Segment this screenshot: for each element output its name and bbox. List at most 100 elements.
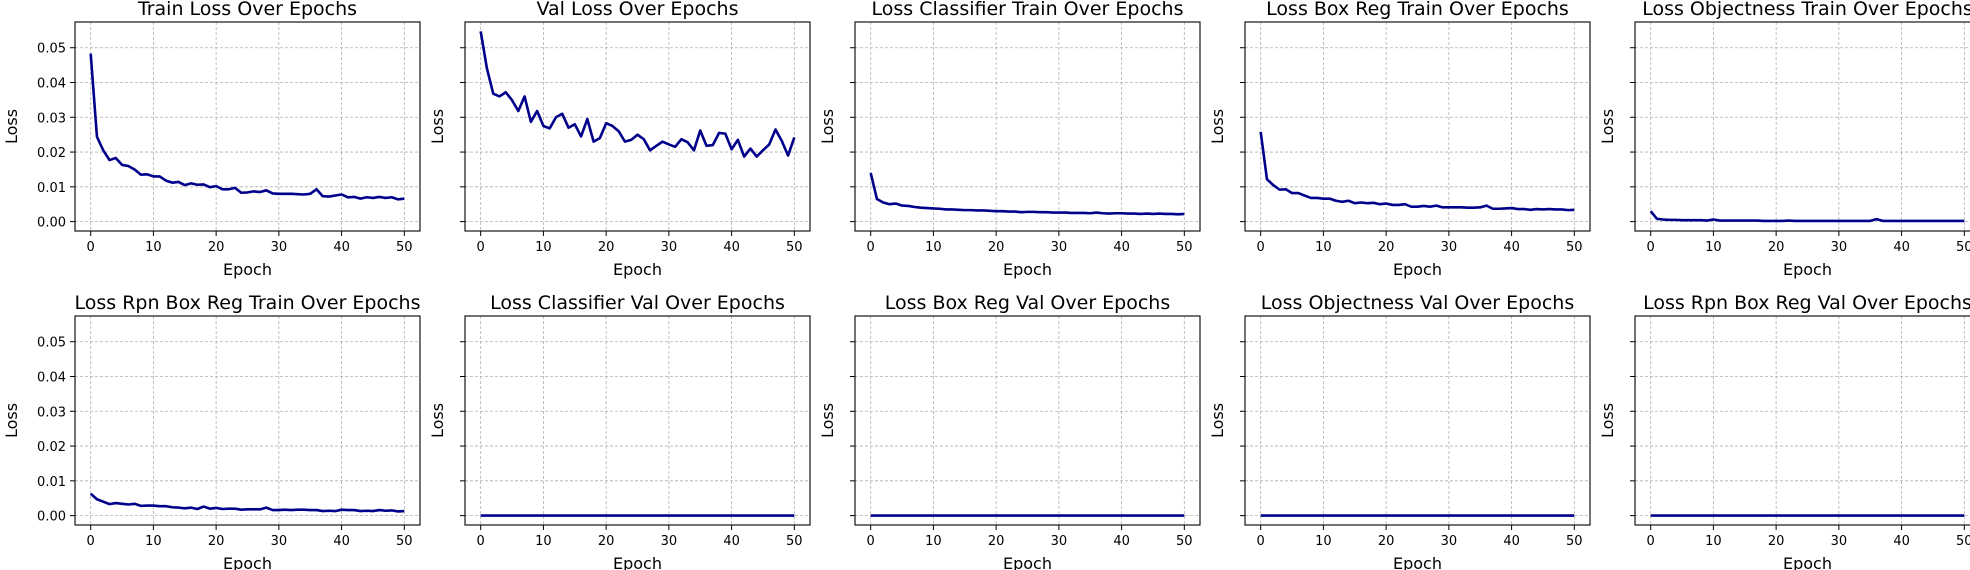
x-tick-label: 0	[477, 240, 485, 255]
y-tick-label: 0.01	[37, 181, 66, 196]
x-tick-label: 10	[1315, 240, 1332, 255]
subplot-9: 0 10 20 30 40 50 Loss Objectness Val Over Epoc…	[1208, 292, 1591, 570]
chart-title: Loss Objectness Train Over Epochs	[1642, 0, 1970, 20]
chart-title: Loss Rpn Box Reg Val Over Epochs	[1643, 292, 1970, 314]
x-tick-label: 40	[1893, 240, 1910, 255]
x-axis-label: Epoch	[1783, 554, 1832, 570]
subplot-8: 0 10 20 30 40 50 Loss Box Reg Val Over Epochs E…	[818, 292, 1201, 570]
plot-frame	[1634, 21, 1970, 232]
x-tick-label: 20	[1768, 534, 1785, 549]
y-tick-label: 0.00	[37, 510, 66, 525]
y-tick-label: 0.05	[37, 42, 66, 57]
y-tick-label: 0.01	[37, 475, 66, 490]
x-tick-label: 50	[786, 240, 803, 255]
x-tick-label: 30	[661, 534, 678, 549]
chart-title: Loss Classifier Val Over Epochs	[490, 292, 785, 314]
y-axis-label: Loss	[818, 109, 837, 144]
x-tick-label: 30	[271, 534, 288, 549]
y-axis-label: Loss	[818, 403, 837, 438]
x-tick-label: 40	[333, 534, 350, 549]
subplot-6: 0 10 20 30 40 50 0.00 0.01 0.02 0.03 0.04 0.05 Loss …	[2, 292, 421, 570]
x-tick-label: 20	[598, 240, 615, 255]
chart-title: Loss Classifier Train Over Epochs	[872, 0, 1184, 20]
subplot-10: 0 10 20 30 40 50 Loss Rpn Box Reg Val Over Epo…	[1598, 292, 1970, 570]
plot-frame	[464, 21, 811, 232]
x-tick-label: 20	[988, 534, 1005, 549]
x-tick-label: 50	[1566, 534, 1583, 549]
x-axis-label: Epoch	[613, 554, 662, 570]
y-axis-label: Loss	[428, 109, 447, 144]
plot-frame	[464, 315, 811, 526]
x-axis-label: Epoch	[223, 554, 272, 570]
x-tick-label: 40	[723, 534, 740, 549]
subplot-2: 0 10 20 30 40 50 Val Loss Over Epochs Epoch Loss	[428, 0, 811, 279]
x-tick-label: 50	[1566, 240, 1583, 255]
chart-title: Loss Rpn Box Reg Train Over Epochs	[75, 292, 421, 314]
x-axis-label: Epoch	[1003, 260, 1052, 279]
x-tick-label: 40	[1503, 240, 1520, 255]
y-tick-label: 0.02	[37, 440, 66, 455]
plot-frame	[74, 315, 421, 526]
y-tick-label: 0.03	[37, 405, 66, 420]
y-axis-label: Loss	[1208, 403, 1227, 438]
x-tick-label: 20	[598, 534, 615, 549]
subplot-7: 0 10 20 30 40 50 Loss Classifier Val Over Epoc…	[428, 292, 811, 570]
x-tick-label: 30	[661, 240, 678, 255]
x-tick-label: 20	[988, 240, 1005, 255]
x-tick-label: 10	[1315, 534, 1332, 549]
x-axis-label: Epoch	[1003, 554, 1052, 570]
x-tick-label: 30	[1831, 534, 1848, 549]
x-tick-label: 50	[396, 240, 413, 255]
loss-series-line	[1649, 210, 1965, 223]
loss-series-line	[479, 31, 796, 158]
x-tick-label: 0	[867, 240, 875, 255]
loss-series-line	[89, 53, 405, 201]
x-tick-label: 50	[786, 534, 803, 549]
x-tick-label: 10	[145, 534, 162, 549]
x-tick-label: 30	[1831, 240, 1848, 255]
loss-series-line	[89, 492, 405, 513]
subplot-1: 0 10 20 30 40 50 0.00 0.01 0.02 0.03 0.04 0.05 Train…	[2, 0, 421, 279]
chart-title: Loss Objectness Val Over Epochs	[1261, 292, 1574, 314]
y-tick-label: 0.04	[37, 77, 66, 92]
x-tick-label: 0	[87, 534, 95, 549]
x-tick-label: 30	[1441, 240, 1458, 255]
x-tick-label: 0	[867, 534, 875, 549]
x-tick-label: 10	[925, 240, 942, 255]
chart-title: Train Loss Over Epochs	[137, 0, 357, 20]
x-tick-label: 40	[333, 240, 350, 255]
x-tick-label: 30	[1051, 240, 1068, 255]
x-tick-label: 10	[925, 534, 942, 549]
x-axis-label: Epoch	[223, 260, 272, 279]
x-tick-label: 50	[1176, 240, 1193, 255]
x-tick-label: 50	[1176, 534, 1193, 549]
chart-title: Loss Box Reg Train Over Epochs	[1266, 0, 1569, 20]
x-tick-label: 0	[1647, 534, 1655, 549]
y-tick-label: 0.03	[37, 111, 66, 126]
y-tick-label: 0.02	[37, 146, 66, 161]
y-axis-label: Loss	[1598, 109, 1617, 144]
y-axis-label: Loss	[2, 403, 21, 438]
x-tick-label: 20	[1378, 534, 1395, 549]
plot-frame	[1634, 315, 1970, 526]
x-tick-label: 20	[1378, 240, 1395, 255]
y-tick-label: 0.00	[37, 216, 66, 231]
y-axis-label: Loss	[1208, 109, 1227, 144]
x-axis-label: Epoch	[613, 260, 662, 279]
y-axis-label: Loss	[428, 403, 447, 438]
x-tick-label: 10	[1705, 240, 1722, 255]
x-axis-label: Epoch	[1393, 554, 1442, 570]
x-tick-label: 0	[1257, 534, 1265, 549]
subplot-4: 0 10 20 30 40 50 Loss Box Reg Train Over Epoch…	[1208, 0, 1591, 279]
loss-series-line	[1259, 131, 1575, 212]
x-tick-label: 30	[1441, 534, 1458, 549]
plot-frame	[74, 21, 421, 232]
x-tick-label: 50	[1956, 534, 1970, 549]
x-tick-label: 20	[208, 534, 225, 549]
x-tick-label: 20	[1768, 240, 1785, 255]
y-axis-label: Loss	[1598, 403, 1617, 438]
x-tick-label: 0	[87, 240, 95, 255]
y-tick-label: 0.05	[37, 336, 66, 351]
subplot-5: 0 10 20 30 40 50 Loss Objectness Train Over Ep…	[1598, 0, 1970, 279]
